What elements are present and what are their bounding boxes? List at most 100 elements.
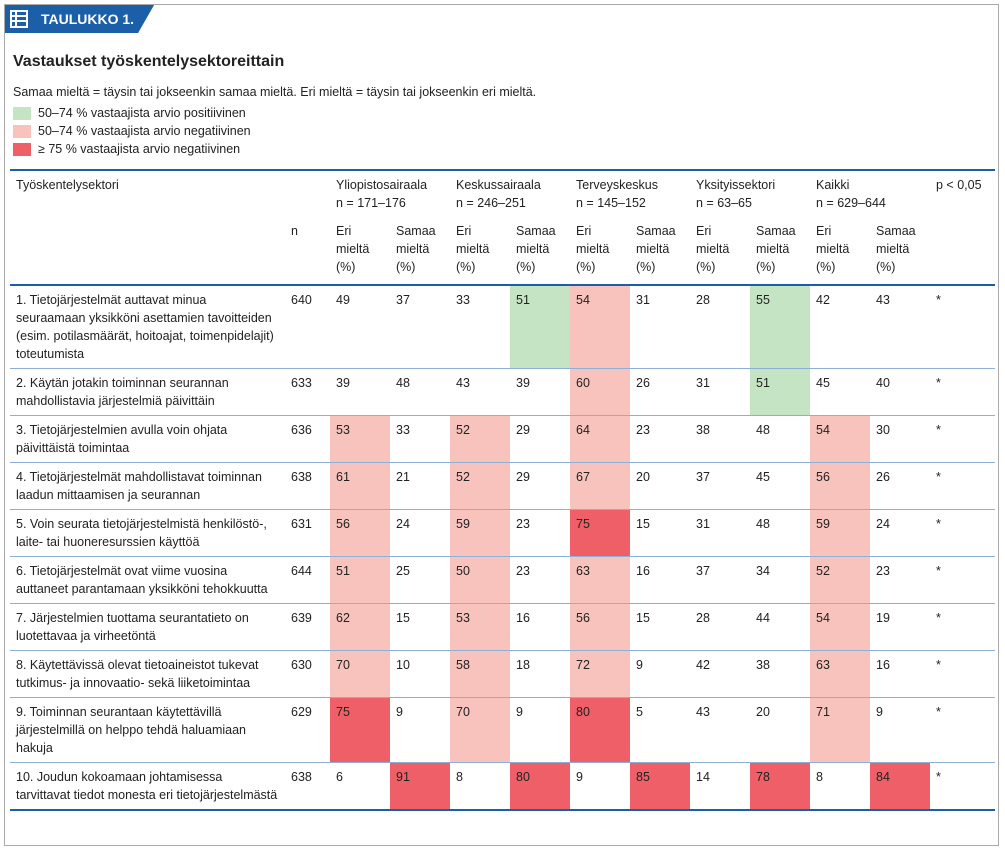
note: Samaa mieltä = täysin tai jokseenkin sam… xyxy=(13,85,537,99)
value-cell: 52 xyxy=(450,462,510,510)
legend-label: 50–74 % vastaajista arvio positiivinen xyxy=(38,106,246,120)
row-label: 5. Voin seurata tietojärjestelmistä henk… xyxy=(16,517,267,549)
value-cell: 43 xyxy=(456,376,470,390)
value-cell: 44 xyxy=(756,611,770,625)
group-name: Yliopistosairaala xyxy=(336,178,428,192)
value-cell: 6 xyxy=(336,770,343,784)
value-cell: 61 xyxy=(330,462,390,510)
p-cell: * xyxy=(936,611,941,625)
sub-header: Eri mieltä (%) xyxy=(816,224,850,274)
value-cell: 8 xyxy=(456,770,463,784)
row-n: 640 xyxy=(291,293,312,307)
value-cell: 37 xyxy=(696,564,710,578)
value-cell: 38 xyxy=(756,658,770,672)
sub-header: Samaa mieltä (%) xyxy=(636,224,676,274)
value-cell: 23 xyxy=(876,564,890,578)
legend-item: 50–74 % vastaajista arvio negatiivinen xyxy=(13,122,251,140)
row-n: 639 xyxy=(291,611,312,625)
value-cell: 62 xyxy=(330,603,390,651)
value-cell: 72 xyxy=(570,650,630,698)
value-cell: 8 xyxy=(816,770,823,784)
row-label: 4. Tietojärjestelmät mahdollistavat toim… xyxy=(16,470,262,502)
value-cell: 20 xyxy=(636,470,650,484)
table-row: 4. Tietojärjestelmät mahdollistavat toim… xyxy=(10,462,995,510)
value-cell: 16 xyxy=(876,658,890,672)
header-cell xyxy=(10,217,285,285)
value-cell: 56 xyxy=(570,603,630,651)
row-label: 6. Tietojärjestelmät ovat viime vuosina … xyxy=(16,564,268,596)
row-n: 638 xyxy=(291,770,312,784)
header-row: Työskentelysektori Yliopistosairaala n = 1… xyxy=(10,170,995,217)
value-cell: 43 xyxy=(876,293,890,307)
legend-label: 50–74 % vastaajista arvio negatiivinen xyxy=(38,124,251,138)
value-cell: 23 xyxy=(516,517,530,531)
value-cell: 53 xyxy=(450,603,510,651)
table-row: 7. Järjestelmien tuottama seurantatieto … xyxy=(10,603,995,651)
value-cell: 71 xyxy=(810,697,870,763)
value-cell: 28 xyxy=(696,611,710,625)
value-cell: 59 xyxy=(810,509,870,557)
value-cell: 5 xyxy=(636,705,643,719)
value-cell: 26 xyxy=(876,470,890,484)
group-n: n = 63–65 xyxy=(696,196,752,210)
value-cell: 25 xyxy=(396,564,410,578)
value-cell: 14 xyxy=(696,770,710,784)
value-cell: 51 xyxy=(750,368,810,416)
value-cell: 23 xyxy=(516,564,530,578)
value-cell: 59 xyxy=(450,509,510,557)
value-cell: 21 xyxy=(396,470,410,484)
row-label: 8. Käytettävissä olevat tietoaineistot t… xyxy=(16,658,259,690)
value-cell: 48 xyxy=(396,376,410,390)
value-cell: 33 xyxy=(456,293,470,307)
value-cell: 63 xyxy=(810,650,870,698)
row-n: 636 xyxy=(291,423,312,437)
header-cell: Työskentelysektori xyxy=(16,178,119,192)
legend-item: 50–74 % vastaajista arvio positiivinen xyxy=(13,104,251,122)
group-header: Keskussairaala n = 246–251 xyxy=(450,170,570,217)
group-header: Kaikki n = 629–644 xyxy=(810,170,930,217)
sub-header: Eri mieltä (%) xyxy=(576,224,610,274)
value-cell: 29 xyxy=(516,423,530,437)
value-cell: 75 xyxy=(570,509,630,557)
value-cell: 18 xyxy=(516,658,530,672)
header-cell xyxy=(930,217,995,285)
table-row: 5. Voin seurata tietojärjestelmistä henk… xyxy=(10,509,995,557)
value-cell: 70 xyxy=(450,697,510,763)
value-cell: 56 xyxy=(810,462,870,510)
value-cell: 15 xyxy=(396,611,410,625)
value-cell: 80 xyxy=(510,762,570,810)
group-n: n = 145–152 xyxy=(576,196,646,210)
p-cell: * xyxy=(936,705,941,719)
value-cell: 52 xyxy=(810,556,870,604)
value-cell: 39 xyxy=(516,376,530,390)
value-cell: 37 xyxy=(396,293,410,307)
table-row: 2. Käytän jotakin toiminnan seurannan ma… xyxy=(10,368,995,416)
value-cell: 33 xyxy=(396,423,410,437)
value-cell: 9 xyxy=(396,705,403,719)
table: Työskentelysektori Yliopistosairaala n = 1… xyxy=(10,169,995,811)
value-cell: 19 xyxy=(876,611,890,625)
header-row: n Eri mieltä (%) Samaa mieltä (%) Eri mielt… xyxy=(10,217,995,285)
value-cell: 54 xyxy=(570,285,630,369)
row-label: 3. Tietojärjestelmien avulla voin ohjata… xyxy=(16,423,228,455)
sub-header: Samaa mieltä (%) xyxy=(516,224,556,274)
p-cell: * xyxy=(936,658,941,672)
table-row: 9. Toiminnan seurantaan käytettävillä jä… xyxy=(10,697,995,763)
value-cell: 9 xyxy=(516,705,523,719)
value-cell: 31 xyxy=(636,293,650,307)
table-row: 3. Tietojärjestelmien avulla voin ohjata… xyxy=(10,415,995,463)
value-cell: 85 xyxy=(630,762,690,810)
sub-header: Eri mieltä (%) xyxy=(456,224,490,274)
group-header: Yliopistosairaala n = 171–176 xyxy=(330,170,450,217)
table-row: 6. Tietojärjestelmät ovat viime vuosina … xyxy=(10,556,995,604)
value-cell: 39 xyxy=(336,376,350,390)
value-cell: 49 xyxy=(336,293,350,307)
p-cell: * xyxy=(936,293,941,307)
row-n: 630 xyxy=(291,658,312,672)
legend-swatch xyxy=(13,124,31,138)
value-cell: 10 xyxy=(396,658,410,672)
row-label: 1. Tietojärjestelmät auttavat minua seur… xyxy=(16,293,274,361)
title: Vastaukset työskentelysektoreittain xyxy=(13,53,285,70)
group-name: Yksityissektori xyxy=(696,178,776,192)
group-header: Terveyskeskus n = 145–152 xyxy=(570,170,690,217)
